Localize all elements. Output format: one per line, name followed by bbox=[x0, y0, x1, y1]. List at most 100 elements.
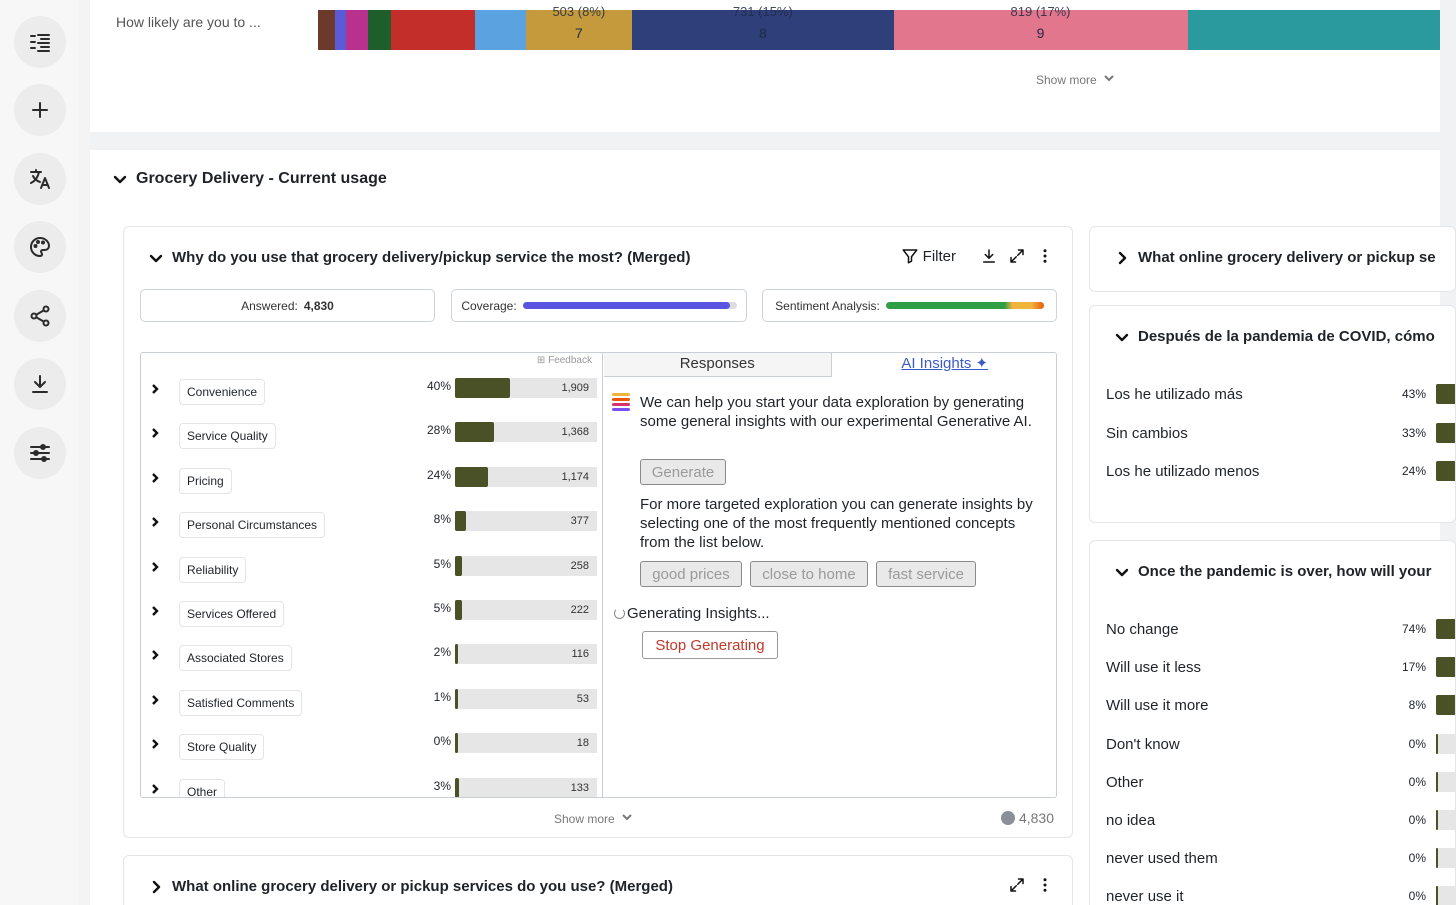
filter-button[interactable]: Filter bbox=[901, 247, 956, 265]
concept-row[interactable]: Service Quality 28% 1,368 bbox=[141, 417, 603, 461]
stacked-bar-segment[interactable] bbox=[1187, 10, 1440, 50]
answer-row[interactable]: Los he utilizado menos 24% bbox=[1106, 461, 1455, 485]
chevron-right-icon[interactable] bbox=[149, 604, 161, 622]
stacked-bar-segment[interactable]: 731 (15%) 8 bbox=[632, 4, 894, 50]
answer-percent: 8% bbox=[1408, 698, 1426, 713]
bottom-card-header[interactable]: What online grocery delivery or pickup s… bbox=[148, 878, 673, 895]
chevron-right-icon[interactable] bbox=[149, 560, 161, 578]
concept-tag[interactable]: Service Quality bbox=[179, 423, 276, 450]
section-title: Grocery Delivery - Current usage bbox=[136, 170, 387, 187]
chevron-right-icon[interactable] bbox=[149, 737, 161, 755]
chevron-right-icon[interactable] bbox=[149, 693, 161, 711]
answer-row[interactable]: Will use it more 8% bbox=[1106, 695, 1455, 719]
answer-row[interactable]: never use it 0% bbox=[1106, 886, 1455, 905]
tab-responses[interactable]: Responses bbox=[604, 353, 831, 377]
answer-bar bbox=[1436, 695, 1455, 716]
more-vertical-icon[interactable] bbox=[1036, 876, 1054, 894]
segment-count-label: 503 (8%) bbox=[552, 4, 606, 19]
right-card-1-header[interactable]: What online grocery delivery or pickup s… bbox=[1114, 249, 1436, 266]
concept-row[interactable]: Personal Circumstances 8% 377 bbox=[141, 506, 603, 550]
concept-row[interactable]: Services Offered 5% 222 bbox=[141, 595, 603, 639]
right-card-3-header[interactable]: Once the pandemic is over, how will your bbox=[1114, 563, 1431, 580]
card-actions: Filter bbox=[901, 247, 1054, 265]
concept-bar: 1,909 bbox=[455, 378, 597, 398]
answer-row[interactable]: Will use it less 17% bbox=[1106, 657, 1455, 681]
concept-tag[interactable]: Associated Stores bbox=[179, 645, 292, 672]
generate-button[interactable]: Generate bbox=[640, 459, 726, 485]
stacked-bar-segment[interactable] bbox=[318, 10, 335, 50]
answer-row[interactable]: Don't know 0% bbox=[1106, 733, 1455, 758]
feedback-link[interactable]: ⊞ Feedback bbox=[537, 355, 592, 366]
concept-tag[interactable]: Convenience bbox=[179, 379, 266, 405]
download-icon[interactable] bbox=[14, 358, 66, 410]
expand-icon[interactable] bbox=[1008, 876, 1026, 894]
main-card-header[interactable]: Why do you use that grocery delivery/pic… bbox=[148, 249, 690, 266]
top-show-more[interactable]: Show more bbox=[1036, 72, 1115, 87]
answer-row[interactable]: never used them 0% bbox=[1106, 848, 1455, 872]
concept-tag[interactable]: Personal Circumstances bbox=[179, 512, 326, 539]
expand-icon[interactable] bbox=[1008, 247, 1026, 265]
more-vertical-icon[interactable] bbox=[1036, 247, 1054, 265]
section-header[interactable]: Grocery Delivery - Current usage bbox=[112, 170, 387, 188]
concept-bar-fill bbox=[455, 422, 494, 443]
share-icon[interactable] bbox=[14, 290, 66, 342]
concept-tag[interactable]: Reliability bbox=[179, 556, 247, 583]
chevron-right-icon[interactable] bbox=[149, 471, 161, 489]
answer-label: Other bbox=[1106, 773, 1144, 791]
stacked-bar-segment[interactable] bbox=[475, 10, 526, 50]
stacked-bar-segment[interactable] bbox=[368, 10, 391, 50]
sliders-icon[interactable] bbox=[14, 427, 66, 479]
translate-icon[interactable] bbox=[14, 153, 66, 205]
concept-chip[interactable]: good prices bbox=[640, 561, 742, 587]
answer-percent: 43% bbox=[1401, 387, 1426, 401]
feedback-icon: ⊞ bbox=[536, 355, 549, 366]
answer-bar-fill bbox=[1436, 422, 1455, 443]
download-icon[interactable] bbox=[980, 247, 998, 265]
concept-bar-fill bbox=[455, 555, 462, 576]
concept-row[interactable]: Pricing 24% 1,174 bbox=[141, 462, 603, 506]
main-show-more[interactable]: Show more bbox=[554, 811, 633, 826]
outline-icon[interactable] bbox=[14, 16, 66, 68]
concept-tag[interactable]: Satisfied Comments bbox=[179, 689, 303, 716]
answer-row[interactable]: Other 0% bbox=[1106, 771, 1455, 796]
generating-text: Generating Insights... bbox=[627, 605, 770, 622]
tab-ai-insights[interactable]: AI Insights ✦ bbox=[830, 353, 1056, 377]
chevron-right-icon[interactable] bbox=[149, 782, 161, 797]
concept-tag[interactable]: Store Quality bbox=[179, 734, 265, 761]
answer-row[interactable]: No change 74% bbox=[1106, 619, 1455, 643]
concept-row[interactable]: Convenience 40% 1,909 bbox=[141, 373, 603, 417]
concept-panel: ⊞ Feedback Convenience 40% 1,909 Service Qu… bbox=[140, 352, 1057, 798]
stacked-bar-segment[interactable]: 819 (17%) 9 bbox=[893, 4, 1188, 50]
concept-chip[interactable]: close to home bbox=[750, 561, 868, 587]
palette-icon[interactable] bbox=[14, 221, 66, 273]
stacked-bar-segment[interactable] bbox=[334, 10, 347, 50]
concept-tag[interactable]: Services Offered bbox=[179, 601, 285, 627]
concept-bar-fill bbox=[455, 733, 459, 754]
chevron-right-icon[interactable] bbox=[149, 515, 161, 533]
stacked-bar-segment[interactable]: 503 (8%) 7 bbox=[525, 4, 633, 50]
stacked-bar-segment[interactable] bbox=[346, 10, 369, 50]
concept-tag[interactable]: Other bbox=[179, 778, 226, 797]
concept-row[interactable]: Satisfied Comments 1% 53 bbox=[141, 684, 603, 728]
answer-bar bbox=[1436, 657, 1455, 678]
concept-row[interactable]: Store Quality 0% 18 bbox=[141, 728, 603, 772]
stacked-bar-segment[interactable] bbox=[390, 10, 476, 50]
concept-row[interactable]: Reliability 5% 258 bbox=[141, 551, 603, 595]
stop-generating-button[interactable]: Stop Generating bbox=[642, 631, 778, 659]
answer-row[interactable]: Los he utilizado más 43% bbox=[1106, 384, 1455, 408]
filter-label: Filter bbox=[922, 247, 956, 265]
answer-row[interactable]: no idea 0% bbox=[1106, 810, 1455, 834]
answer-percent: 0% bbox=[1408, 851, 1426, 866]
answer-bar-fill bbox=[1436, 384, 1455, 404]
concept-tag[interactable]: Pricing bbox=[179, 467, 232, 494]
chevron-right-icon[interactable] bbox=[149, 382, 161, 400]
chevron-right-icon[interactable] bbox=[149, 648, 161, 666]
concept-row[interactable]: Associated Stores 2% 116 bbox=[141, 639, 603, 683]
answer-bar-fill bbox=[1436, 886, 1438, 905]
chevron-right-icon[interactable] bbox=[149, 426, 161, 444]
answer-row[interactable]: Sin cambios 33% bbox=[1106, 422, 1455, 447]
concept-chip[interactable]: fast service bbox=[876, 561, 976, 587]
concept-row[interactable]: Other 3% 133 bbox=[141, 773, 603, 797]
plus-icon[interactable] bbox=[14, 84, 66, 136]
right-card-2-header[interactable]: Después de la pandemia de COVID, cómo bbox=[1114, 328, 1435, 345]
